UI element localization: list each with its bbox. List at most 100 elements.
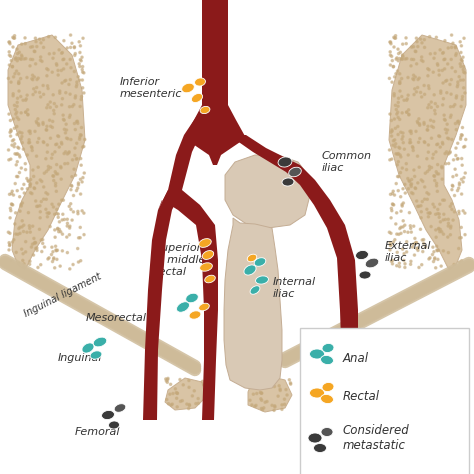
- Circle shape: [279, 389, 281, 392]
- Circle shape: [176, 392, 179, 394]
- Circle shape: [390, 43, 392, 45]
- Circle shape: [401, 43, 404, 45]
- Circle shape: [29, 65, 31, 67]
- Circle shape: [37, 77, 39, 79]
- Circle shape: [396, 212, 398, 214]
- Circle shape: [11, 65, 14, 68]
- Circle shape: [409, 142, 411, 144]
- Text: Inguinal ligament: Inguinal ligament: [22, 271, 102, 319]
- Circle shape: [58, 221, 61, 223]
- Circle shape: [394, 37, 397, 39]
- Circle shape: [10, 263, 13, 265]
- Circle shape: [32, 93, 34, 96]
- Circle shape: [390, 232, 392, 235]
- Circle shape: [456, 95, 458, 97]
- Circle shape: [81, 95, 82, 98]
- Circle shape: [29, 185, 31, 188]
- Circle shape: [427, 75, 429, 77]
- Circle shape: [423, 141, 425, 143]
- Circle shape: [434, 258, 436, 260]
- Circle shape: [80, 260, 82, 262]
- Circle shape: [43, 186, 45, 188]
- Circle shape: [424, 141, 426, 144]
- Circle shape: [9, 43, 11, 45]
- Circle shape: [69, 58, 71, 61]
- Ellipse shape: [321, 428, 333, 437]
- Circle shape: [18, 265, 19, 268]
- Circle shape: [38, 228, 41, 230]
- Polygon shape: [224, 218, 282, 390]
- Circle shape: [415, 187, 417, 190]
- Circle shape: [181, 400, 183, 402]
- Circle shape: [426, 208, 428, 210]
- Circle shape: [433, 120, 435, 122]
- Circle shape: [54, 36, 56, 38]
- Circle shape: [66, 218, 68, 220]
- Circle shape: [32, 58, 34, 61]
- Circle shape: [78, 237, 80, 239]
- Circle shape: [426, 198, 428, 201]
- Circle shape: [405, 111, 408, 113]
- Circle shape: [27, 142, 30, 144]
- Circle shape: [459, 138, 462, 140]
- Circle shape: [418, 166, 420, 168]
- Circle shape: [55, 245, 57, 247]
- Circle shape: [398, 233, 400, 236]
- Circle shape: [73, 46, 75, 49]
- Circle shape: [33, 242, 36, 245]
- Circle shape: [393, 139, 396, 141]
- Circle shape: [442, 219, 444, 221]
- Circle shape: [79, 65, 81, 68]
- Circle shape: [393, 36, 395, 38]
- Circle shape: [9, 245, 10, 246]
- Circle shape: [445, 80, 447, 82]
- Circle shape: [464, 172, 466, 174]
- Circle shape: [253, 382, 255, 384]
- Circle shape: [420, 205, 422, 207]
- Circle shape: [433, 175, 435, 177]
- Circle shape: [438, 249, 439, 251]
- Circle shape: [19, 210, 21, 212]
- Circle shape: [447, 137, 449, 139]
- Circle shape: [454, 71, 456, 73]
- Circle shape: [52, 175, 54, 177]
- Circle shape: [388, 77, 391, 80]
- Circle shape: [394, 146, 396, 148]
- Circle shape: [67, 137, 69, 140]
- Circle shape: [62, 114, 64, 116]
- Circle shape: [64, 151, 67, 153]
- Circle shape: [57, 69, 59, 72]
- Circle shape: [458, 184, 461, 186]
- Circle shape: [69, 225, 71, 227]
- Circle shape: [406, 99, 408, 101]
- Circle shape: [413, 79, 415, 81]
- Circle shape: [428, 193, 430, 195]
- Circle shape: [58, 228, 61, 231]
- Circle shape: [39, 205, 41, 207]
- Circle shape: [285, 389, 287, 391]
- Circle shape: [421, 239, 423, 241]
- Circle shape: [49, 226, 51, 228]
- Circle shape: [73, 46, 75, 48]
- Circle shape: [433, 251, 435, 253]
- Circle shape: [426, 191, 428, 194]
- Circle shape: [443, 199, 446, 201]
- Circle shape: [420, 179, 422, 181]
- Circle shape: [12, 95, 14, 97]
- Circle shape: [397, 105, 399, 108]
- Circle shape: [23, 183, 25, 185]
- Circle shape: [15, 212, 17, 214]
- Circle shape: [434, 257, 436, 259]
- Circle shape: [433, 206, 436, 208]
- Circle shape: [391, 59, 393, 62]
- Circle shape: [76, 81, 78, 83]
- Circle shape: [66, 225, 68, 227]
- Circle shape: [432, 260, 435, 263]
- Circle shape: [389, 242, 391, 244]
- Circle shape: [423, 46, 426, 48]
- Circle shape: [426, 128, 428, 131]
- Circle shape: [28, 263, 31, 265]
- Circle shape: [423, 93, 426, 95]
- Circle shape: [55, 212, 58, 215]
- Ellipse shape: [313, 444, 327, 453]
